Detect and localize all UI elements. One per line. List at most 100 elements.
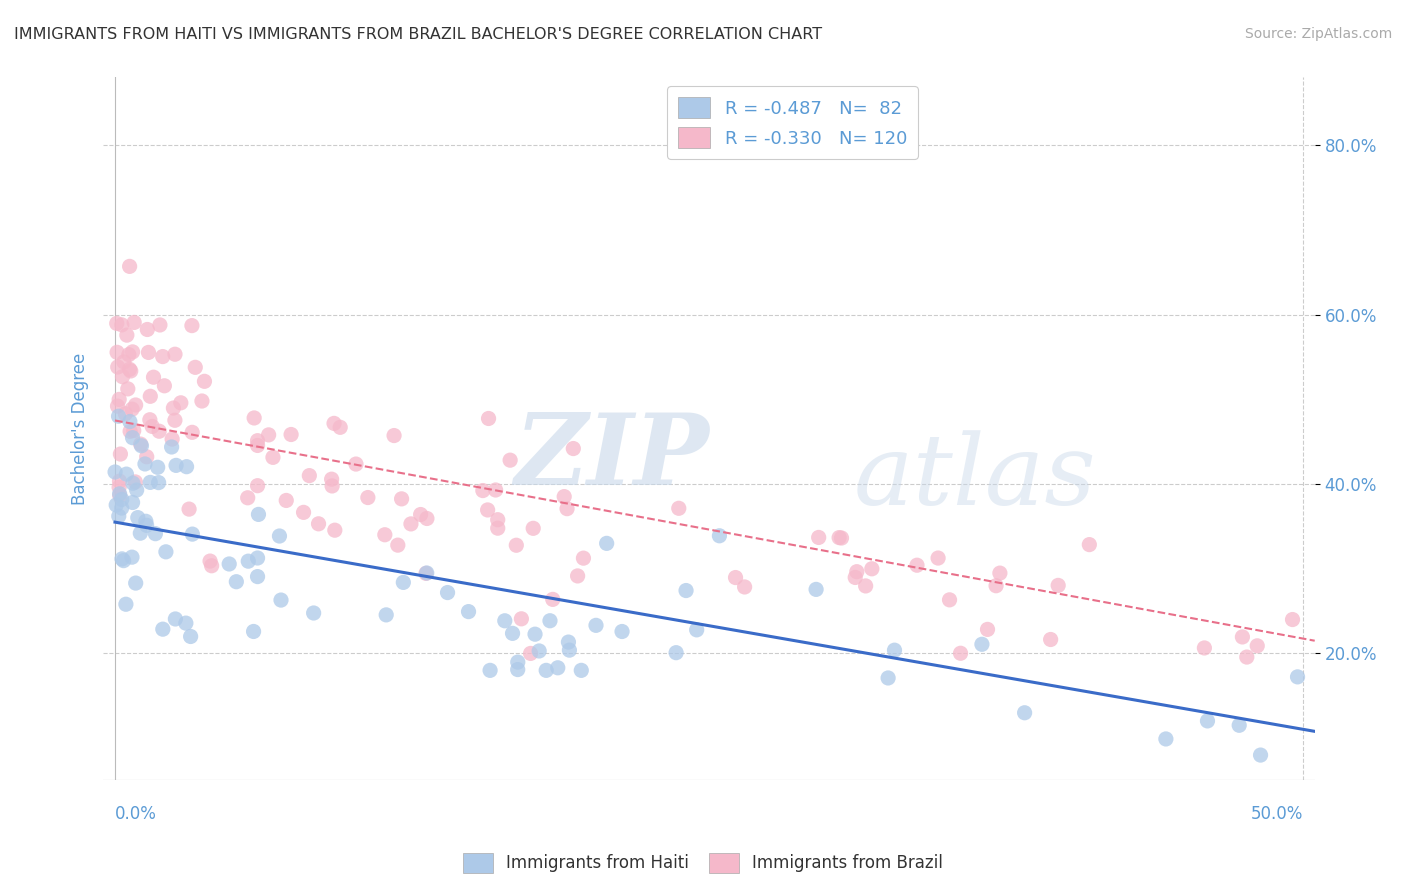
Point (198, 554, 221, 568)
Point (506, 663, 529, 677)
Point (136, 322, 159, 336)
Point (1039, 632, 1062, 647)
Point (125, 576, 148, 591)
Point (269, 529, 291, 543)
Point (114, 407, 136, 421)
Point (105, 498, 128, 512)
Point (399, 516, 422, 531)
Point (484, 483, 506, 497)
Point (115, 328, 138, 343)
Point (558, 643, 581, 657)
Point (107, 359, 129, 374)
Point (246, 478, 269, 492)
Point (112, 355, 135, 369)
Text: IMMIGRANTS FROM HAITI VS IMMIGRANTS FROM BRAZIL BACHELOR'S DEGREE CORRELATION CH: IMMIGRANTS FROM HAITI VS IMMIGRANTS FROM… (14, 27, 823, 42)
Point (108, 392, 131, 407)
Point (191, 394, 214, 409)
Point (409, 508, 432, 522)
Point (124, 475, 146, 489)
Point (135, 514, 157, 528)
Point (246, 569, 269, 583)
Point (193, 374, 215, 388)
Point (387, 538, 409, 552)
Point (121, 550, 143, 565)
Point (165, 612, 187, 626)
Point (225, 574, 247, 589)
Point (988, 566, 1011, 581)
Text: ZIP: ZIP (515, 409, 709, 506)
Point (321, 479, 343, 493)
Point (308, 516, 330, 531)
Point (135, 450, 157, 464)
Point (1197, 714, 1219, 728)
Point (499, 453, 522, 467)
Point (610, 624, 633, 639)
Point (160, 432, 183, 446)
Point (122, 424, 145, 438)
Point (471, 483, 494, 498)
Point (844, 570, 866, 584)
Point (1014, 706, 1036, 720)
Point (329, 420, 352, 434)
Point (1154, 731, 1177, 746)
Point (502, 626, 524, 640)
Point (845, 565, 868, 579)
Point (392, 575, 415, 590)
Point (538, 614, 561, 628)
Point (111, 552, 134, 566)
Point (141, 419, 163, 434)
Point (174, 616, 197, 631)
Point (595, 536, 617, 550)
Point (242, 624, 264, 639)
Legend: Immigrants from Haiti, Immigrants from Brazil: Immigrants from Haiti, Immigrants from B… (456, 847, 950, 880)
Point (415, 566, 437, 581)
Point (118, 362, 141, 376)
Point (506, 655, 529, 669)
Point (567, 569, 589, 583)
Point (111, 318, 134, 332)
Point (1246, 639, 1268, 653)
Point (527, 644, 550, 658)
Point (246, 551, 269, 566)
Point (321, 472, 343, 486)
Point (270, 593, 292, 607)
Point (1047, 578, 1070, 592)
Point (127, 510, 149, 524)
Point (184, 360, 207, 375)
Point (145, 526, 167, 541)
Point (976, 623, 998, 637)
Point (108, 480, 131, 494)
Point (391, 491, 413, 506)
Point (201, 558, 224, 573)
Point (970, 637, 993, 651)
Point (357, 491, 380, 505)
Point (804, 582, 827, 597)
Point (236, 491, 259, 505)
Text: atlas: atlas (853, 431, 1097, 525)
Point (139, 413, 162, 427)
Point (505, 538, 527, 552)
Point (111, 501, 134, 516)
Point (104, 465, 127, 479)
Point (457, 605, 479, 619)
Point (1281, 613, 1303, 627)
Point (486, 513, 509, 527)
Point (107, 509, 129, 524)
Point (569, 664, 592, 678)
Point (125, 483, 148, 497)
Point (122, 476, 145, 491)
Point (162, 401, 184, 415)
Point (1227, 718, 1250, 732)
Point (562, 442, 585, 456)
Point (1286, 670, 1309, 684)
Point (105, 345, 128, 359)
Point (108, 489, 131, 503)
Point (547, 661, 569, 675)
Point (142, 370, 165, 384)
Point (138, 345, 160, 359)
Point (477, 503, 499, 517)
Point (557, 635, 579, 649)
Point (238, 554, 260, 568)
Point (477, 411, 499, 425)
Point (111, 492, 134, 507)
